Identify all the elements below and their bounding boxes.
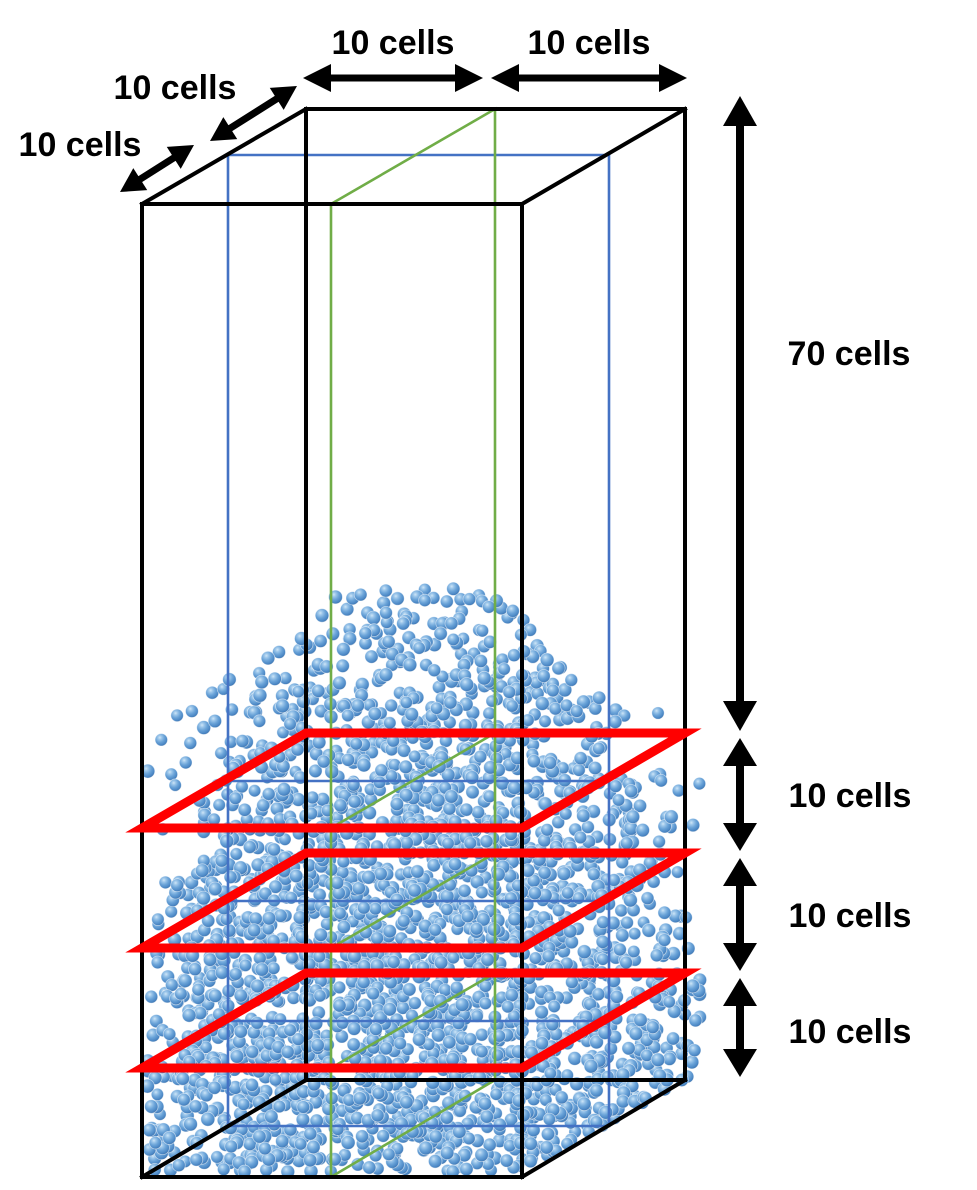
height-upper-label: 70 cells: [788, 335, 911, 373]
layer-3-arrow: [723, 978, 757, 1077]
particle-cloud: [140, 581, 708, 1180]
sampling-plane-outlines: [125, 728, 702, 1073]
layer-2-label: 10 cells: [789, 897, 912, 935]
dimension-arrows: [120, 64, 757, 1077]
top-width-right-label: 10 cells: [528, 24, 651, 62]
top-width-left-label: 10 cells: [332, 24, 455, 62]
layer-1-label: 10 cells: [789, 777, 912, 815]
width-left-arrow: [303, 64, 483, 92]
layer-3-label: 10 cells: [789, 1013, 912, 1051]
depth-outer-label: 10 cells: [19, 126, 142, 164]
layer-2-arrow: [723, 858, 757, 971]
height-70-arrow: [723, 96, 757, 731]
width-right-arrow: [491, 64, 687, 92]
depth-inner-label: 10 cells: [114, 69, 237, 107]
depth-outer-arrow: [120, 145, 194, 192]
depth-inner-arrow: [210, 86, 297, 141]
simulation-box-edges: [139, 106, 688, 1180]
layer-1-arrow: [723, 738, 757, 851]
